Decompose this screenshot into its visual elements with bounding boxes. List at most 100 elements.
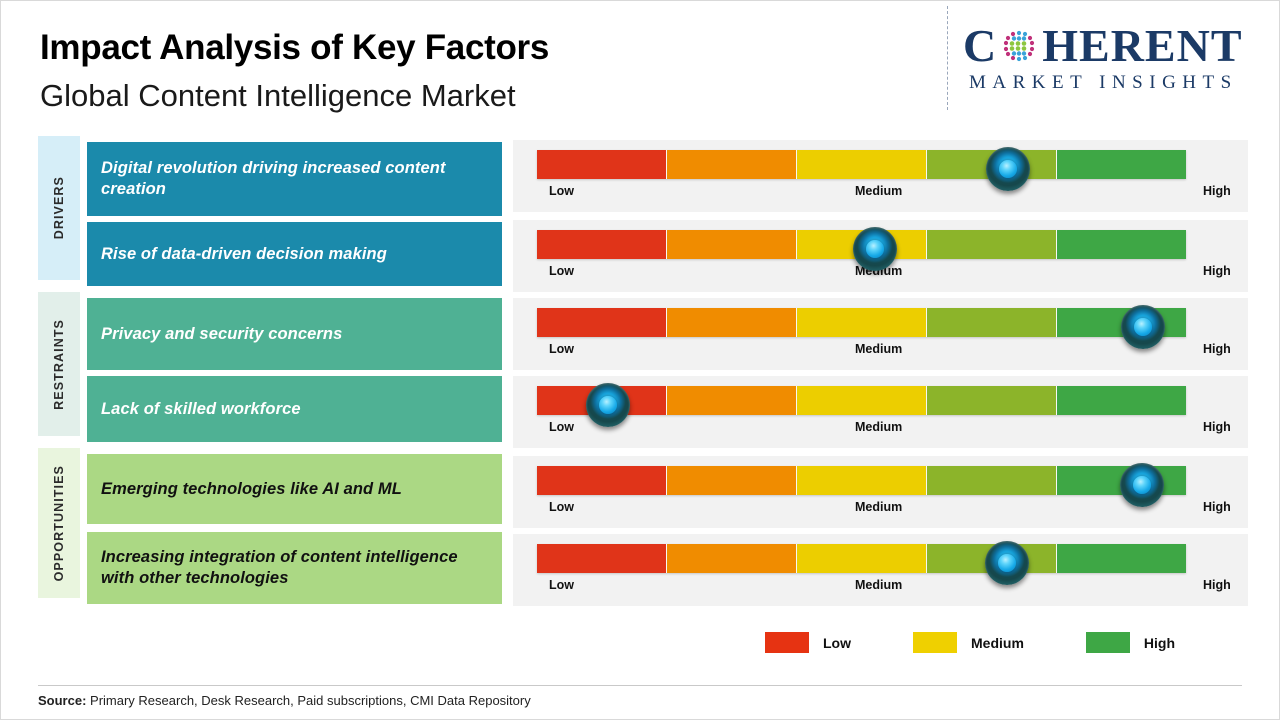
gauge-marker-dial-icon[interactable] [1120,462,1164,507]
category-column: DRIVERS RESTRAINTS OPPORTUNITIES [38,136,80,614]
logo-wordmark: C [963,22,1263,70]
gauge-tick-medium: Medium [855,420,903,434]
gauge-scale [537,386,1186,415]
gauge-tick-medium: Medium [855,500,903,514]
gauge-tick-medium: Medium [855,342,903,356]
gauge-tick-labels: Low Medium High [537,420,1231,438]
gauge-marker-dial-icon[interactable] [1121,304,1165,349]
source-label: Source: [38,693,87,708]
gauge-tick-high: High [1203,184,1231,198]
category-restraints: RESTRAINTS [38,292,80,436]
gauge-segment-low-medium [667,544,797,573]
legend-label-medium: Medium [971,634,1024,651]
category-opportunities: OPPORTUNITIES [38,448,80,598]
legend-swatch-low [765,632,809,653]
gauge-column: Low Medium High Low Medium High [513,136,1248,614]
gauge-scale [537,150,1186,179]
gauge-segment-high [1057,150,1186,179]
gauge-tick-labels: Low Medium High [537,342,1231,360]
title-block: Impact Analysis of Key Factors Global Co… [40,28,549,116]
legend: Low Medium High [0,632,1280,676]
gauge-scale [537,466,1186,495]
gauge-scale [537,544,1186,573]
gauge-segment-medium [797,386,927,415]
legend-label-low: Low [823,634,851,651]
gauge-segment-low [537,544,667,573]
gauge-row: Low Medium High [513,298,1248,370]
gauge-tick-low: Low [549,264,574,278]
dotted-globe-icon [999,26,1039,66]
gauge-tick-high: High [1203,420,1231,434]
logo-tagline: MARKET INSIGHTS [969,72,1238,93]
gauge-scale [537,308,1186,337]
category-drivers-label: DRIVERS [52,176,66,240]
factor-item[interactable]: Emerging technologies like AI and ML [87,454,502,524]
gauge-segment-low-medium [667,150,797,179]
header: Impact Analysis of Key Factors Global Co… [0,0,1280,128]
gauge-segment-low [537,230,667,259]
gauge-marker-dial-icon[interactable] [586,382,630,427]
factor-label: Emerging technologies like AI and ML [101,479,402,498]
gauge-tick-low: Low [549,500,574,514]
gauge-tick-labels: Low Medium High [537,500,1231,518]
gauge-tick-high: High [1203,500,1231,514]
gauge-segment-low-medium [667,466,797,495]
source-text: Primary Research, Desk Research, Paid su… [86,693,531,708]
gauge-tick-low: Low [549,420,574,434]
factor-label: Rise of data-driven decision making [101,244,387,263]
factor-label: Increasing integration of content intell… [101,548,458,587]
gauge-tick-high: High [1203,342,1231,356]
category-opportunities-label: OPPORTUNITIES [52,464,66,582]
gauge-row: Low Medium High [513,376,1248,448]
gauge-tick-high: High [1203,578,1231,592]
factor-item[interactable]: Lack of skilled workforce [87,376,502,442]
legend-swatch-high [1085,632,1130,653]
category-restraints-label: RESTRAINTS [52,318,66,410]
legend-items: Low Medium High [765,632,1175,653]
category-drivers: DRIVERS [38,136,80,280]
page-title: Impact Analysis of Key Factors [40,28,550,67]
gauge-tick-low: Low [549,342,574,356]
gauge-row: Low Medium High [513,140,1248,212]
gauge-marker-dial-icon[interactable] [853,226,897,271]
brand-logo: C [963,22,1263,102]
gauge-marker-dial-icon[interactable] [985,540,1029,585]
gauge-segment-medium-high [927,466,1057,495]
gauge-segment-medium [797,544,927,573]
factor-item[interactable]: Increasing integration of content intell… [87,532,502,604]
source-note: Source: Primary Research, Desk Research,… [38,693,531,708]
impact-matrix: DRIVERS RESTRAINTS OPPORTUNITIES Digital… [0,136,1280,616]
gauge-segment-medium [797,150,927,179]
gauge-segment-medium-high [927,308,1057,337]
legend-label-high: High [1143,634,1175,651]
gauge-segment-low-medium [667,230,797,259]
gauge-tick-low: Low [549,578,574,592]
gauge-tick-medium: Medium [855,184,903,198]
factor-item[interactable]: Rise of data-driven decision making [87,222,502,286]
gauge-tick-labels: Low Medium High [537,578,1231,596]
gauge-segment-medium-high [927,230,1057,259]
gauge-tick-medium: Medium [855,578,903,592]
gauge-segment-low [537,466,667,495]
legend-item-medium: Medium [913,632,1024,653]
logo-divider [947,6,948,110]
gauge-segment-medium [797,308,927,337]
gauge-segment-medium [797,466,927,495]
gauge-segment-low-medium [667,386,797,415]
gauge-tick-high: High [1203,264,1231,278]
legend-item-low: Low [765,632,851,653]
factor-item[interactable]: Digital revolution driving increased con… [87,142,502,216]
legend-item-high: High [1085,632,1175,653]
gauge-segment-low [537,308,667,337]
gauge-segment-high [1057,230,1186,259]
factor-label: Lack of skilled workforce [101,399,301,418]
gauge-row: Low Medium High [513,456,1248,528]
gauge-row: Low Medium High [513,534,1248,606]
factor-label: Privacy and security concerns [101,324,343,343]
factor-item[interactable]: Privacy and security concerns [87,298,502,370]
gauge-segment-low [537,150,667,179]
gauge-row: Low Medium High [513,220,1248,292]
gauge-marker-dial-icon[interactable] [986,146,1030,191]
gauge-segment-low-medium [667,308,797,337]
gauge-tick-labels: Low Medium High [537,184,1231,202]
